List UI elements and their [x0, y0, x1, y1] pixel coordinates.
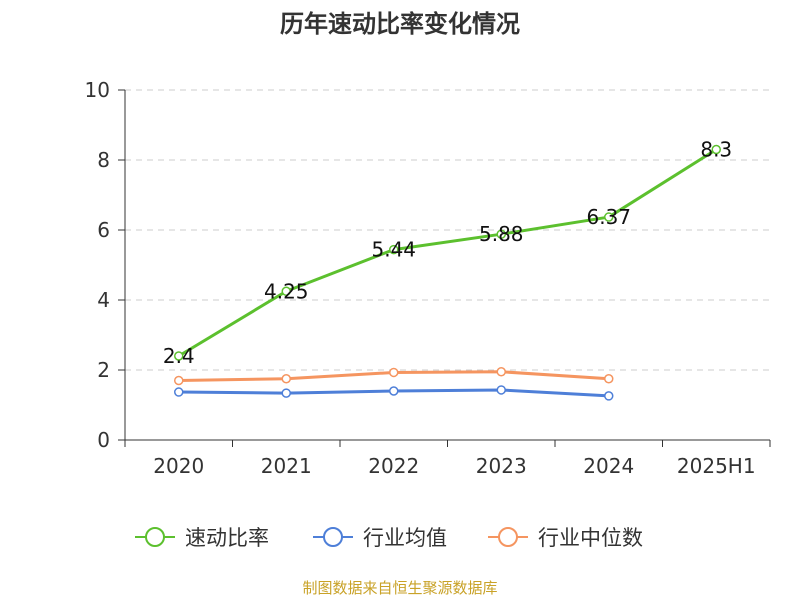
y-tick-label: 0 — [97, 428, 110, 452]
data-point — [604, 391, 614, 401]
data-labels: 2.4 4.25 5.44 5.88 6.37 8.3 — [163, 138, 732, 369]
data-point — [389, 367, 399, 378]
x-tick-label: 2020 — [153, 454, 204, 478]
legend-label: 行业中位数 — [538, 526, 643, 550]
y-tick-label: 6 — [97, 218, 110, 242]
data-point — [281, 286, 291, 296]
source-note: 制图数据来自恒生聚源数据库 — [302, 579, 497, 597]
grid-lines — [125, 89, 770, 371]
data-point — [174, 375, 184, 386]
y-tick-label: 8 — [97, 148, 110, 172]
data-label: 2.4 — [163, 344, 195, 368]
x-tick-label: 2021 — [261, 454, 312, 478]
y-tick-label: 10 — [85, 78, 110, 102]
legend-item: 行业中位数 — [488, 526, 643, 550]
series-line-0 — [177, 148, 718, 358]
data-point — [496, 385, 506, 395]
data-label: 5.44 — [371, 238, 416, 262]
x-tick-label: 2022 — [368, 454, 419, 478]
data-point — [174, 387, 184, 397]
data-point — [174, 351, 184, 361]
legend-label: 行业均值 — [363, 526, 447, 550]
data-label: 6.37 — [586, 205, 631, 229]
data-point — [389, 386, 399, 396]
data-label: 5.88 — [479, 222, 524, 246]
y-tick-label: 2 — [97, 358, 110, 382]
data-point — [281, 374, 291, 384]
data-point — [496, 229, 506, 239]
x-tick-label: 2025H1 — [677, 454, 756, 478]
y-tick-label: 4 — [97, 288, 110, 312]
data-label: 8.3 — [700, 138, 732, 162]
series-layer — [174, 144, 721, 401]
x-tick-label: 2023 — [476, 454, 527, 478]
x-tick-label: 2024 — [583, 454, 634, 478]
legend-item: 行业均值 — [313, 526, 447, 550]
data-point — [496, 367, 506, 377]
legend: 速动比率 行业均值 行业中位数 — [135, 526, 643, 550]
data-label: 4.25 — [264, 279, 309, 303]
legend-marker — [498, 527, 518, 547]
legend-marker — [323, 527, 343, 547]
data-point — [604, 374, 614, 384]
chart-title: 历年速动比率变化情况 — [280, 10, 520, 38]
legend-marker — [145, 527, 165, 547]
data-point — [604, 212, 614, 222]
data-point — [711, 144, 721, 155]
data-point — [389, 244, 399, 255]
legend-item: 速动比率 — [135, 526, 269, 550]
data-point — [281, 388, 291, 398]
axes: 0 2 4 6 8 10 2020 2021 2022 2023 2024 2025H1 — [85, 78, 771, 478]
legend-label: 速动比率 — [185, 526, 269, 550]
